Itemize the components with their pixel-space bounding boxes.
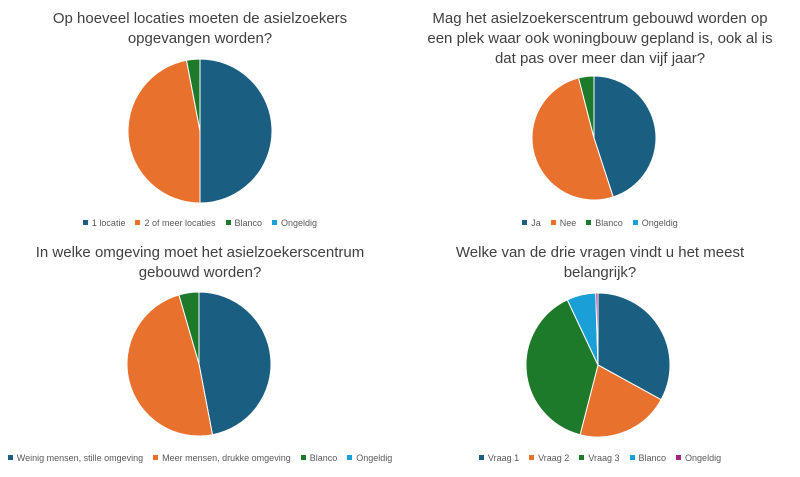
pie-slice-blanco [577,75,595,139]
legend-item-blanco: Blanco [225,218,263,228]
chart-title: Op hoeveel locaties moeten de asielzoeke… [52,10,348,47]
chart-panel-locaties: Op hoeveel locaties moeten de asielzoeke… [0,0,400,238]
legend-swatch [586,220,592,226]
legend-label: Blanco [309,453,338,463]
chart-legend: 1 locatie 2 of meer locaties Blanco Ongeldi… [0,218,400,228]
pie-slice-meer-mensen-drukke-omgeving [126,294,214,437]
pie-slice-blanco [185,58,201,132]
legend-item-ja: Ja [522,218,541,228]
legend-item-nee: Nee [550,218,577,228]
legend-label: Nee [559,218,577,228]
pie-slice-blanco [178,291,200,365]
legend-item-blanco: Blanco [629,453,667,463]
legend-item-1-locatie: 1 locatie [82,218,126,228]
legend-swatch [632,220,638,226]
legend-item-ongeldig: Ongeldig [347,453,392,463]
chart-title: Welke van de drie vragen vindt u het mee… [455,244,745,281]
legend-item-2-of-meer-locaties: 2 of meer locaties [135,218,216,228]
legend-swatch [478,455,484,461]
legend-label: Vraag 2 [538,453,570,463]
pie-slice-ja [593,75,657,198]
legend-swatch [135,220,141,226]
legend-label: Blanco [595,218,623,228]
legend-swatch [300,455,306,461]
legend-swatch [550,220,556,226]
pie-chart-omgeving [126,291,272,437]
chart-legend: Vraag 1 Vraag 2 Vraag 3 Blanco Ongeldig [400,453,800,463]
chart-legend: Ja Nee Blanco Ongeldig [400,218,800,228]
legend-label: Blanco [638,453,667,463]
legend-label: Ongeldig [641,218,678,228]
legend-item-meer-mensen-drukke-omgeving: Meer mensen, drukke omgeving [153,453,291,463]
legend-swatch [579,455,585,461]
legend-swatch [529,455,535,461]
legend-label: Ja [531,218,541,228]
pie-chart-locaties [127,58,273,204]
legend-label: Weinig mensen, stille omgeving [16,453,144,463]
legend-swatch [522,220,528,226]
legend-item-vraag-2: Vraag 2 [529,453,569,463]
pie-slice-vraag-1 [597,292,671,401]
legend-swatch [7,455,13,461]
legend-swatch [347,455,353,461]
legend-item-blanco: Blanco [586,218,623,228]
chart-legend: Weinig mensen, stille omgeving Meer mense… [0,453,400,463]
legend-swatch [153,455,159,461]
legend-label: Ongeldig [685,453,722,463]
pie-slice-1-locatie [199,58,273,204]
pie-slice-vraag-3 [525,299,599,436]
pie-slice-weinig-mensen-stille-omgeving [198,291,272,436]
legend-label: Ongeldig [281,218,318,228]
legend-item-vraag-1: Vraag 1 [478,453,520,463]
legend-item-ongeldig: Ongeldig [632,218,678,228]
legend-label: Blanco [234,218,263,228]
pie-slice-vraag-2 [579,364,662,438]
legend-label: 2 of meer locaties [144,218,216,228]
chart-panel-vragen: Welke van de drie vragen vindt u het mee… [400,238,800,476]
pie-chart-vragen [525,292,671,438]
chart-title: In welke omgeving moet het asielzoekersc… [35,244,365,281]
legend-swatch [629,455,635,461]
legend-label: Vraag 3 [588,453,620,463]
pie-slice-nee [531,77,614,201]
legend-label: Meer mensen, drukke omgeving [162,453,291,463]
legend-item-blanco: Blanco [300,453,338,463]
pie-chart-woningbouw [531,75,657,201]
legend-swatch [225,220,231,226]
chart-panel-woningbouw: Mag het asielzoekerscentrum gebouwd word… [400,0,800,238]
pie-slice-2-of-meer-locaties [127,59,201,204]
legend-item-weinig-mensen-stille-omgeving: Weinig mensen, stille omgeving [7,453,144,463]
legend-item-ongeldig: Ongeldig [676,453,721,463]
chart-title: Mag het asielzoekerscentrum gebouwd word… [427,10,773,67]
legend-label: Ongeldig [356,453,393,463]
chart-panel-omgeving: In welke omgeving moet het asielzoekersc… [0,238,400,476]
pie-slice-ongeldig [595,292,599,366]
legend-swatch [272,220,278,226]
legend-item-ongeldig: Ongeldig [272,218,317,228]
legend-item-vraag-3: Vraag 3 [579,453,620,463]
legend-swatch [82,220,88,226]
legend-label: 1 locatie [91,218,126,228]
legend-swatch [676,455,682,461]
legend-label: Vraag 1 [487,453,520,463]
